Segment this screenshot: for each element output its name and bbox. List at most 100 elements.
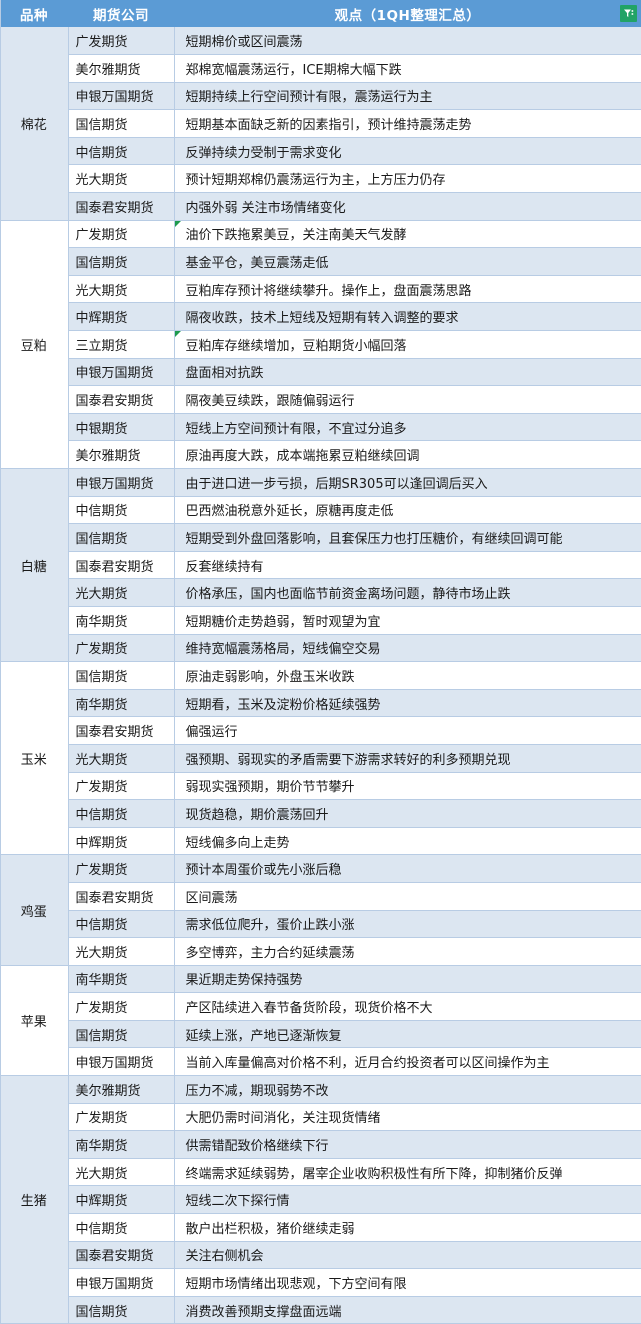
company-cell[interactable]: 申银万国期货 [68, 358, 175, 387]
table-row[interactable]: 国信期货 短期基本面缺乏新的因素指引，预计维持震荡走势 [0, 109, 641, 138]
company-cell[interactable]: 申银万国期货 [68, 82, 175, 111]
company-cell[interactable]: 广发期货 [68, 992, 175, 1021]
table-row[interactable]: 申银万国期货 短期持续上行空间预计有限，震荡运行为主 [0, 82, 641, 111]
view-cell[interactable]: 区间震荡 [174, 882, 641, 911]
table-row[interactable]: 广发期货 维持宽幅震荡格局，短线偏空交易 [0, 634, 641, 663]
company-cell[interactable]: 中信期货 [68, 910, 175, 939]
view-cell[interactable]: 短线偏多向上走势 [174, 827, 641, 856]
table-row[interactable]: 豆粕 广发期货 油价下跌拖累美豆，关注南美天气发酵 [0, 220, 641, 470]
company-cell[interactable]: 光大期货 [68, 275, 175, 304]
company-cell[interactable]: 申银万国期货 [68, 1047, 175, 1077]
view-cell[interactable]: 由于进口进一步亏损，后期SR305可以逢回调后买入 [174, 468, 641, 497]
table-row[interactable]: 光大期货 价格承压，国内也面临节前资金离场问题，静待市场止跌 [0, 578, 641, 607]
view-cell[interactable]: 反套继续持有 [174, 551, 641, 580]
company-cell[interactable]: 光大期货 [68, 164, 175, 194]
table-row[interactable]: 光大期货 豆粕库存预计将继续攀升。操作上，盘面震荡思路 [0, 275, 641, 304]
company-cell[interactable]: 光大期货 [68, 1158, 175, 1187]
category-cell-白糖[interactable]: 白糖 [0, 468, 69, 663]
table-row[interactable]: 国信期货 消费改善预期支撑盘面远端 [0, 1296, 641, 1324]
company-cell[interactable]: 国泰君安期货 [68, 716, 175, 745]
view-cell[interactable]: 郑棉宽幅震荡运行，ICE期棉大幅下跌 [174, 54, 641, 83]
view-cell[interactable]: 盘面相对抗跌 [174, 358, 641, 387]
table-row[interactable]: 国泰君安期货 隔夜美豆续跌，跟随偏弱运行 [0, 385, 641, 414]
view-cell[interactable]: 原油再度大跌，成本端拖累豆粕继续回调 [174, 440, 641, 469]
company-cell[interactable]: 光大期货 [68, 937, 175, 966]
column-header-company[interactable]: 期货公司 [68, 0, 174, 27]
view-cell[interactable]: 关注右侧机会 [174, 1241, 641, 1270]
view-cell[interactable]: 基金平仓，美豆震荡走低 [174, 247, 641, 276]
table-row[interactable]: 国信期货 基金平仓，美豆震荡走低 [0, 247, 641, 276]
company-cell[interactable]: 国信期货 [68, 661, 175, 690]
view-cell[interactable]: 弱现实强预期，期价节节攀升 [174, 772, 641, 801]
view-cell[interactable]: 消费改善预期支撑盘面远端 [174, 1296, 641, 1324]
table-row[interactable]: 申银万国期货 盘面相对抗跌 [0, 358, 641, 387]
view-cell[interactable]: 短期持续上行空间预计有限，震荡运行为主 [174, 82, 641, 111]
table-row[interactable]: 三立期货 豆粕库存继续增加，豆粕期货小幅回落 [0, 330, 641, 359]
company-cell[interactable]: 中辉期货 [68, 827, 175, 856]
table-row[interactable]: 中信期货 需求低位爬升，蛋价止跌小涨 [0, 910, 641, 939]
company-cell[interactable]: 国泰君安期货 [68, 192, 175, 221]
company-cell[interactable]: 中银期货 [68, 413, 175, 442]
view-cell[interactable]: 多空博弈，主力合约延续震荡 [174, 937, 641, 966]
view-cell[interactable]: 油价下跌拖累美豆，关注南美天气发酵 [174, 220, 641, 249]
company-cell[interactable]: 广发期货 [68, 220, 175, 249]
view-cell[interactable]: 内强外弱 关注市场情绪变化 [174, 192, 641, 221]
company-cell[interactable]: 中辉期货 [68, 1185, 175, 1215]
column-header-view[interactable]: 观点（1QH整理汇总） [174, 0, 641, 27]
category-cell-棉花[interactable]: 棉花 [0, 27, 69, 221]
table-row[interactable]: 生猪 美尔雅期货 压力不减，期现弱势不改 [0, 1075, 641, 1324]
company-cell[interactable]: 广发期货 [68, 772, 175, 801]
view-cell[interactable]: 短期受到外盘回落影响，且套保压力也打压糖价，有继续回调可能 [174, 523, 641, 552]
company-cell[interactable]: 申银万国期货 [68, 468, 175, 497]
table-row[interactable]: 广发期货 弱现实强预期，期价节节攀升 [0, 772, 641, 801]
company-cell[interactable]: 南华期货 [68, 965, 175, 994]
company-cell[interactable]: 中信期货 [68, 1213, 175, 1242]
category-cell-生猪[interactable]: 生猪 [0, 1075, 69, 1324]
company-cell[interactable]: 南华期货 [68, 1130, 175, 1159]
table-row[interactable]: 玉米 国信期货 原油走弱影响，外盘玉米收跌 [0, 661, 641, 856]
view-cell[interactable]: 巴西燃油税意外延长，原糖再度走低 [174, 496, 641, 525]
table-row[interactable]: 中信期货 散户出栏积极，猪价继续走弱 [0, 1213, 641, 1242]
view-cell[interactable]: 产区陆续进入春节备货阶段，现货价格不大 [174, 992, 641, 1021]
view-cell[interactable]: 隔夜美豆续跌，跟随偏弱运行 [174, 385, 641, 414]
view-cell[interactable]: 强预期、弱现实的矛盾需要下游需求转好的利多预期兑现 [174, 744, 641, 773]
table-row[interactable]: 光大期货 终端需求延续弱势，屠宰企业收购积极性有所下降，抑制猪价反弹 [0, 1158, 641, 1187]
view-cell[interactable]: 维持宽幅震荡格局，短线偏空交易 [174, 634, 641, 663]
view-cell[interactable]: 短期基本面缺乏新的因素指引，预计维持震荡走势 [174, 109, 641, 138]
company-cell[interactable]: 国泰君安期货 [68, 551, 175, 580]
table-row[interactable]: 申银万国期货 当前入库量偏高对价格不利，近月合约投资者可以区间操作为主 [0, 1047, 641, 1077]
table-row[interactable]: 国泰君安期货 区间震荡 [0, 882, 641, 911]
table-row[interactable]: 中信期货 反弹持续力受制于需求变化 [0, 137, 641, 166]
view-cell[interactable]: 豆粕库存继续增加，豆粕期货小幅回落 [174, 330, 641, 359]
view-cell[interactable]: 需求低位爬升，蛋价止跌小涨 [174, 910, 641, 939]
view-cell[interactable]: 散户出栏积极，猪价继续走弱 [174, 1213, 641, 1242]
view-cell[interactable]: 大肥仍需时间消化，关注现货情绪 [174, 1103, 641, 1132]
company-cell[interactable]: 中辉期货 [68, 302, 175, 332]
view-cell[interactable]: 压力不减，期现弱势不改 [174, 1075, 641, 1104]
company-cell[interactable]: 三立期货 [68, 330, 175, 359]
table-row[interactable]: 中信期货 巴西燃油税意外延长，原糖再度走低 [0, 496, 641, 525]
company-cell[interactable]: 国信期货 [68, 247, 175, 276]
table-row[interactable]: 中银期货 短线上方空间预计有限，不宜过分追多 [0, 413, 641, 442]
view-cell[interactable]: 果近期走势保持强势 [174, 965, 641, 994]
view-cell[interactable]: 偏强运行 [174, 716, 641, 745]
view-cell[interactable]: 终端需求延续弱势，屠宰企业收购积极性有所下降，抑制猪价反弹 [174, 1158, 641, 1187]
table-row[interactable]: 中辉期货 短线偏多向上走势 [0, 827, 641, 856]
view-cell[interactable]: 短线上方空间预计有限，不宜过分追多 [174, 413, 641, 442]
table-row[interactable]: 光大期货 多空博弈，主力合约延续震荡 [0, 937, 641, 966]
company-cell[interactable]: 广发期货 [68, 634, 175, 663]
company-cell[interactable]: 广发期货 [68, 27, 175, 56]
table-row[interactable]: 苹果 南华期货 果近期走势保持强势 [0, 965, 641, 1077]
table-row[interactable]: 南华期货 短期看，玉米及淀粉价格延续强势 [0, 689, 641, 718]
table-row[interactable]: 光大期货 预计短期郑棉仍震荡运行为主，上方压力仍存 [0, 164, 641, 194]
company-cell[interactable]: 中信期货 [68, 137, 175, 166]
table-row[interactable]: 鸡蛋 广发期货 预计本周蛋价或先小涨后稳 [0, 854, 641, 966]
view-cell[interactable]: 短期糖价走势趋弱，暂时观望为宜 [174, 606, 641, 635]
company-cell[interactable]: 美尔雅期货 [68, 54, 175, 83]
table-row[interactable]: 国泰君安期货 内强外弱 关注市场情绪变化 [0, 192, 641, 221]
view-cell[interactable]: 当前入库量偏高对价格不利，近月合约投资者可以区间操作为主 [174, 1047, 641, 1077]
table-row[interactable]: 国泰君安期货 反套继续持有 [0, 551, 641, 580]
view-cell[interactable]: 延续上涨，产地已逐渐恢复 [174, 1020, 641, 1049]
view-cell[interactable]: 反弹持续力受制于需求变化 [174, 137, 641, 166]
table-row[interactable]: 国泰君安期货 偏强运行 [0, 716, 641, 745]
